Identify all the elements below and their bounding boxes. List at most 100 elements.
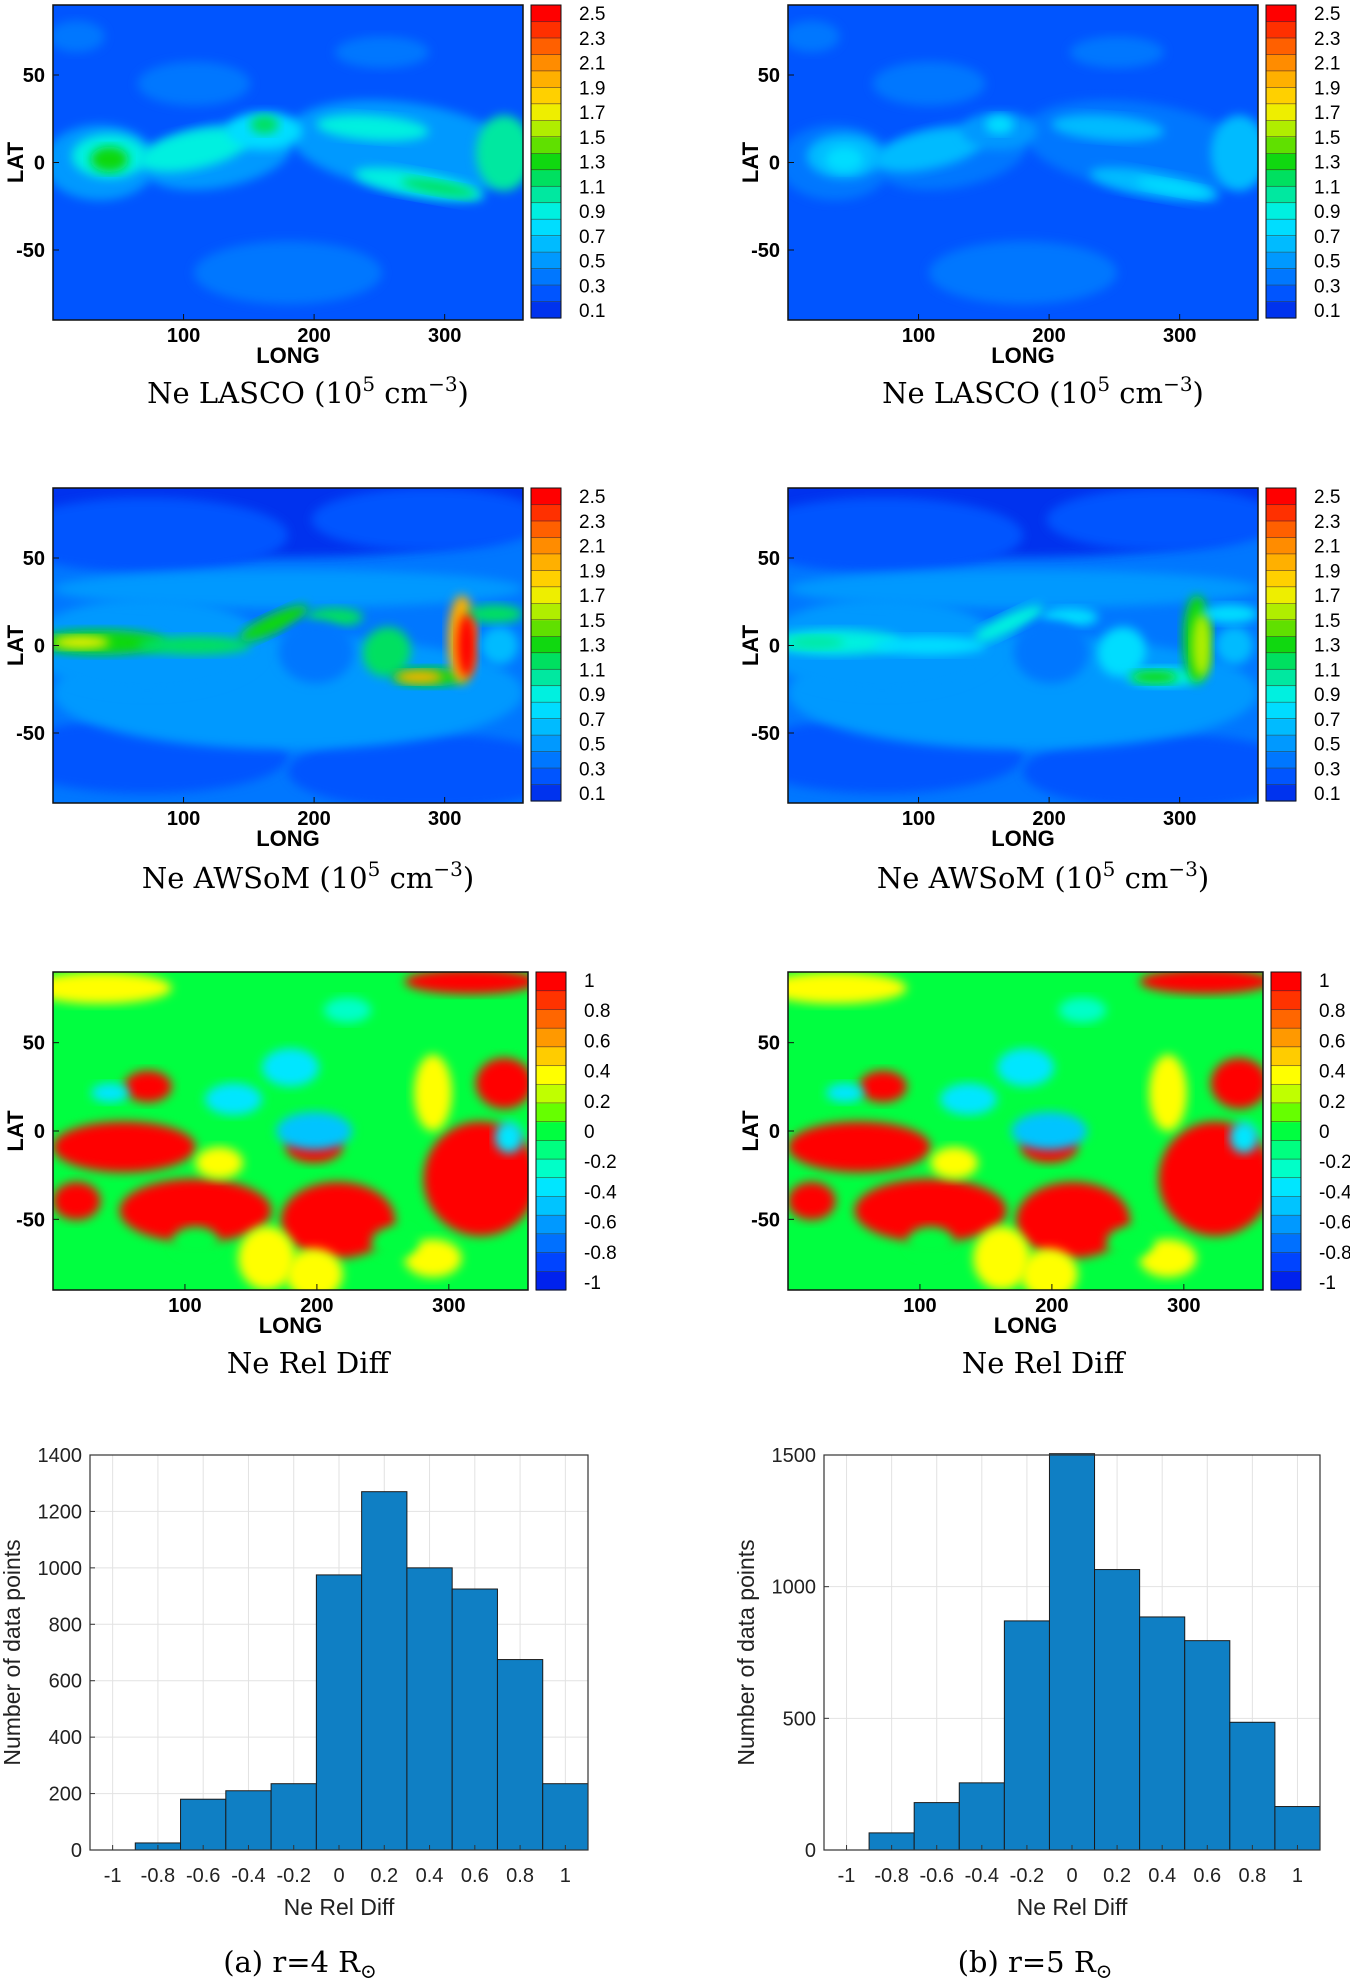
colorbar-tick-label: 1.7 xyxy=(579,103,605,124)
caption-awsom: Ne AWSoM (105 cm−3) xyxy=(877,857,1209,895)
x-tick-label: 0 xyxy=(333,1865,344,1887)
x-tick-label: 100 xyxy=(167,808,200,830)
y-tick-label: 200 xyxy=(49,1784,82,1806)
colorbar-tick-label: 0.8 xyxy=(584,1001,610,1022)
y-axis-label: LAT xyxy=(3,141,28,183)
y-tick-label: 50 xyxy=(758,65,780,87)
x-tick-label: 100 xyxy=(167,325,200,347)
y-tick-label: 0 xyxy=(769,636,780,658)
colorbar-tick-label: 2.5 xyxy=(579,4,605,25)
histogram-bar xyxy=(361,1491,408,1851)
colorbar-tick-label: 0.5 xyxy=(1314,252,1340,273)
y-tick-label: 50 xyxy=(758,1033,780,1055)
x-tick-label: 300 xyxy=(1167,1295,1200,1317)
y-tick-label: 50 xyxy=(23,1033,45,1055)
x-tick-label: 1 xyxy=(560,1865,571,1887)
x-tick-label: -1 xyxy=(104,1865,122,1887)
y-tick-label: 0 xyxy=(769,153,780,175)
x-tick-label: 300 xyxy=(428,325,461,347)
colorbar-tick-label: 2.3 xyxy=(579,29,605,50)
histogram-bar xyxy=(1048,1453,1096,1851)
colorbar-tick-label: 1.7 xyxy=(1314,103,1340,124)
histogram-bar xyxy=(1003,1620,1050,1851)
x-tick-label: -1 xyxy=(838,1865,856,1887)
y-tick-label: 0 xyxy=(805,1840,816,1862)
colorbar-tick-label: 0.2 xyxy=(1319,1092,1345,1113)
colorbar-tick-label: 0.2 xyxy=(584,1092,610,1113)
colorbar-tick-label: -0.4 xyxy=(584,1182,617,1203)
colorbar-tick-label: 0.1 xyxy=(1314,784,1340,805)
x-tick-label: 200 xyxy=(1032,325,1065,347)
lasco-map-b xyxy=(788,5,1258,320)
y-tick-label: 1500 xyxy=(772,1445,817,1467)
colorbar-tick-label: 0.4 xyxy=(584,1062,611,1083)
y-tick-label: 1200 xyxy=(38,1501,83,1523)
y-tick-label: 50 xyxy=(23,548,45,570)
caption-awsom: Ne AWSoM (105 cm−3) xyxy=(142,857,474,895)
y-tick-label: -50 xyxy=(751,723,780,745)
colorbar-tick-label: 0.5 xyxy=(1314,735,1340,756)
x-tick-label: 200 xyxy=(297,325,330,347)
y-axis-label: Number of data points xyxy=(0,1539,25,1765)
colorbar-tick-label: 2.1 xyxy=(579,54,605,75)
caption-lasco: Ne LASCO (105 cm−3) xyxy=(882,372,1204,410)
y-tick-label: 1000 xyxy=(772,1577,817,1599)
y-tick-label: 0 xyxy=(34,1121,45,1143)
x-axis-label: LONG xyxy=(259,1313,323,1338)
y-tick-label: 50 xyxy=(23,65,45,87)
colorbar-tick-label: 1.9 xyxy=(1314,561,1340,582)
colorbar-tick-label: -0.6 xyxy=(1319,1213,1350,1234)
caption-reldiff: Ne Rel Diff xyxy=(227,1346,392,1380)
colorbar-tick-label: 1.3 xyxy=(579,153,605,174)
colorbar-tick-label: 0.1 xyxy=(1314,301,1340,322)
y-axis-label: Number of data points xyxy=(733,1539,759,1765)
histogram-bar xyxy=(315,1574,363,1851)
colorbar-tick-label: 0.1 xyxy=(579,784,605,805)
awsom-colorbar: 2.5 2.3 2.1 1.9 1.7 1.5 1.3 1.1 0.9 0.7 0.5 0.3 0.1 xyxy=(530,487,605,805)
x-tick-label: -0.2 xyxy=(276,1865,310,1887)
colorbar-tick-label: 0.3 xyxy=(1314,759,1340,780)
diff-colorbar: 1 0.8 0.6 0.4 0.2 0 -0.2 -0.4 -0.6 -0.8 -1 xyxy=(1270,971,1350,1294)
colorbar-tick-label: 0.6 xyxy=(584,1031,610,1052)
histogram-bar xyxy=(1184,1640,1231,1851)
colorbar-tick-label: 1.1 xyxy=(1314,177,1340,198)
diff-map-b xyxy=(788,972,1263,1290)
diff-map-a xyxy=(53,972,528,1290)
y-tick-label: 0 xyxy=(34,636,45,658)
histogram-bar xyxy=(1139,1616,1186,1851)
colorbar-tick-label: 1.1 xyxy=(579,177,605,198)
x-tick-label: 100 xyxy=(902,325,935,347)
colorbar-tick-label: 2.5 xyxy=(1314,4,1340,25)
colorbar-tick-label: 1.3 xyxy=(1314,153,1340,174)
colorbar-tick-label: 0.3 xyxy=(1314,276,1340,297)
x-tick-label: -0.8 xyxy=(141,1865,175,1887)
colorbar-tick-label: 2.5 xyxy=(1314,487,1340,508)
awsom-map-a xyxy=(53,488,523,803)
histogram-bar xyxy=(406,1567,453,1851)
colorbar-tick-label: 1 xyxy=(584,971,595,992)
colorbar-tick-label: -0.2 xyxy=(584,1152,617,1173)
colorbar-tick-label: 0.4 xyxy=(1319,1062,1346,1083)
awsom-map-b xyxy=(788,488,1258,803)
colorbar-tick-label: 2.3 xyxy=(1314,512,1340,533)
colorbar-tick-label: 0.1 xyxy=(579,301,605,322)
y-tick-label: 50 xyxy=(758,548,780,570)
x-tick-label: 200 xyxy=(1032,808,1065,830)
subcaption-a: (a) r=4 R⊙ xyxy=(223,1945,377,1980)
histogram-b: -1 -0.8 -0.6 -0.4 -0.2 0 0.2 0.4 0.6 0.8 1 0 500 1000… xyxy=(733,1445,1321,1920)
colorbar-tick-label: 2.3 xyxy=(579,512,605,533)
x-axis-label: Ne Rel Diff xyxy=(284,1894,395,1920)
x-tick-label: -0.6 xyxy=(186,1865,220,1887)
y-tick-label: -50 xyxy=(16,723,45,745)
x-axis-label: Ne Rel Diff xyxy=(1017,1894,1128,1920)
colorbar-tick-label: 2.1 xyxy=(1314,537,1340,558)
histogram-bar xyxy=(542,1783,589,1851)
colorbar-tick-label: 1.3 xyxy=(1314,636,1340,657)
colorbar-tick-label: 0.9 xyxy=(1314,685,1340,706)
colorbar-tick-label: 0.7 xyxy=(579,710,605,731)
y-tick-label: 0 xyxy=(34,153,45,175)
x-tick-label: -0.4 xyxy=(965,1865,999,1887)
x-tick-label: 300 xyxy=(1163,808,1196,830)
x-tick-label: 0.8 xyxy=(1238,1865,1266,1887)
x-tick-label: 200 xyxy=(1035,1295,1068,1317)
